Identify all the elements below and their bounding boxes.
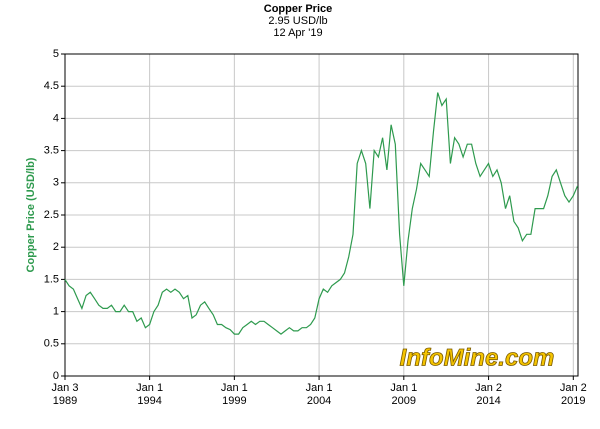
- chart-subtitle: 2.95 USD/lb: [268, 15, 327, 27]
- plot-frame: [64, 53, 579, 377]
- y-tick-label: 5: [53, 48, 59, 60]
- y-axis-label: Copper Price (USD/lb): [25, 157, 37, 272]
- x-tick-label: Jan 2 2019: [560, 382, 587, 407]
- x-tick-label: Jan 1 1994: [136, 382, 163, 407]
- watermark: InfoMine.com: [400, 344, 555, 371]
- y-tick-label: 4: [53, 112, 59, 124]
- date-label: 12 Apr '19: [273, 27, 322, 39]
- chart-title: Copper Price: [264, 3, 332, 15]
- x-tick-label: Jan 1 2009: [390, 382, 417, 407]
- y-tick-label: 1.5: [44, 273, 59, 285]
- y-tick-label: 3.5: [44, 145, 59, 157]
- x-tick-label: Jan 1 2004: [306, 382, 333, 407]
- x-tick-label: Jan 3 1989: [52, 382, 79, 407]
- y-tick-label: 4.5: [44, 80, 59, 92]
- x-tick-label: Jan 1 1999: [221, 382, 248, 407]
- y-tick-label: 1: [53, 306, 59, 318]
- y-tick-label: 0: [53, 370, 59, 382]
- y-tick-label: 3: [53, 177, 59, 189]
- price-line: [64, 92, 579, 335]
- y-tick-label: 2: [53, 241, 59, 253]
- y-tick-label: 0.5: [44, 338, 59, 350]
- x-tick-label: Jan 2 2014: [475, 382, 502, 407]
- y-tick-label: 2.5: [44, 209, 59, 221]
